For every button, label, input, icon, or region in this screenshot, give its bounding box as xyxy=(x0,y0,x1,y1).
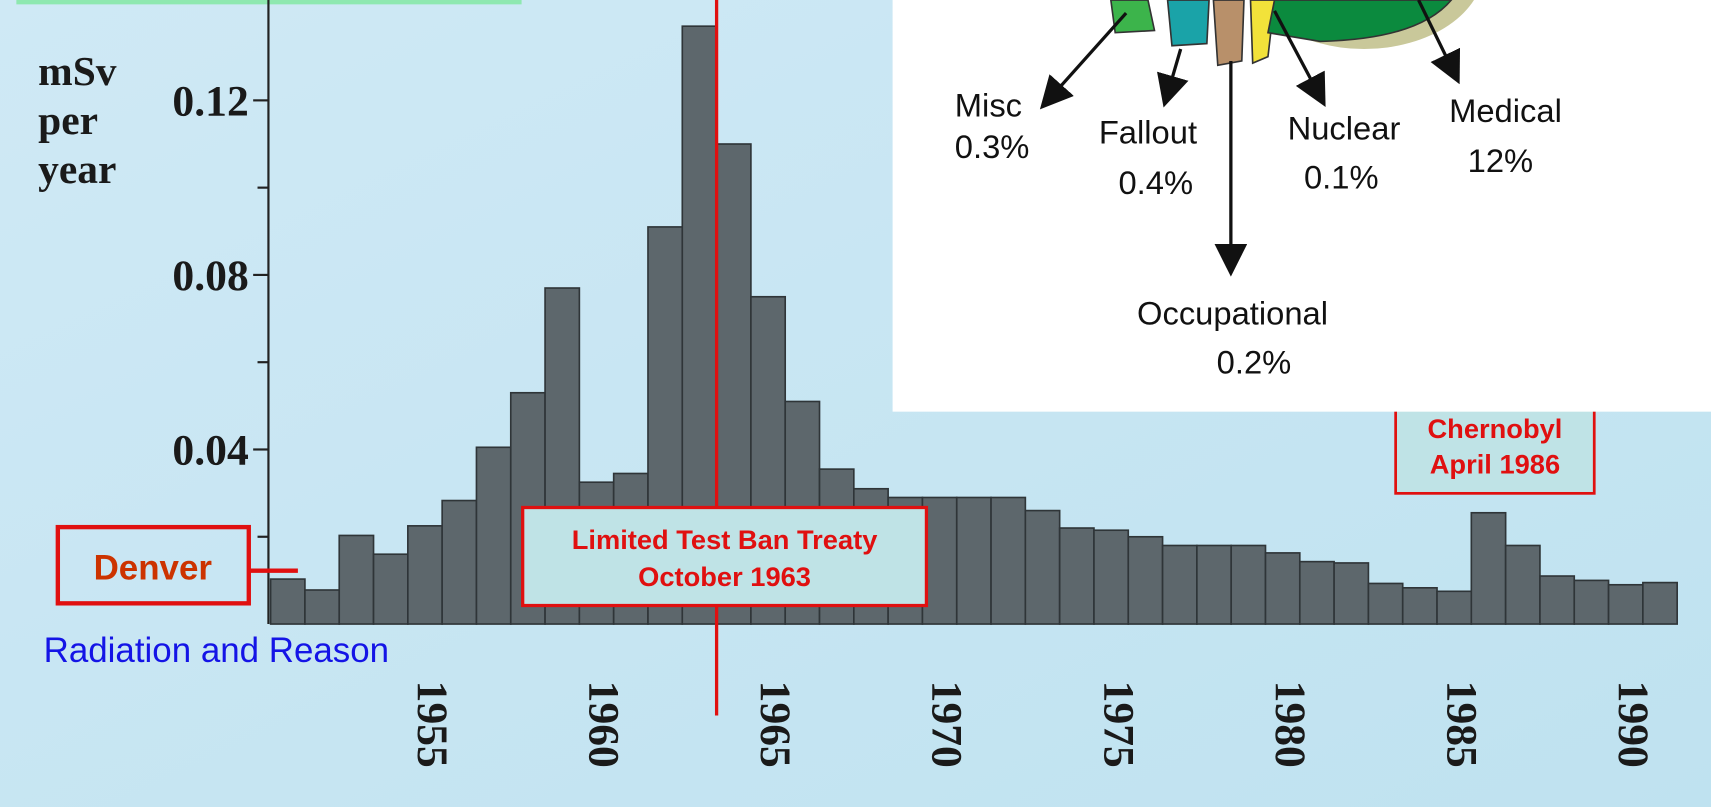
y-axis-label: mSv per year xyxy=(38,48,117,192)
pie-arrow xyxy=(1157,48,1189,108)
bar xyxy=(1539,575,1576,625)
pie-slice xyxy=(1110,0,1156,34)
bar xyxy=(1264,552,1301,625)
x-tick-label: 1955 xyxy=(408,681,456,768)
bar xyxy=(372,553,409,625)
annotation: Limited Test Ban Treaty October 1963 xyxy=(572,524,879,592)
bar xyxy=(1504,544,1541,625)
bar xyxy=(1127,535,1164,625)
annotation-box xyxy=(55,524,251,606)
histogram: 0.04 0.08 0.12 1955 1960 1965 1970 1975 1980 1985… xyxy=(38,0,1678,768)
bar xyxy=(1367,582,1404,625)
bar xyxy=(955,496,992,625)
annotation: Chernobyl April 1986 xyxy=(1428,413,1563,480)
bar xyxy=(304,589,341,625)
pie-value-label: 0.3% xyxy=(955,128,1030,165)
bar xyxy=(1436,590,1473,625)
pie-label: Nuclear xyxy=(1288,109,1401,146)
annotation-line: Chernobyl xyxy=(1428,413,1563,444)
pie-label: Fallout xyxy=(1099,114,1197,151)
source: Radiation and Reason xyxy=(44,631,389,670)
pie-chart: Misc 0.3% Fallout 0.4% Occupational 0.2% Nucle… xyxy=(955,0,1562,381)
bar xyxy=(475,446,512,625)
x-tick-label: 1990 xyxy=(1609,681,1657,768)
bar xyxy=(1024,509,1061,625)
bar xyxy=(1607,583,1644,625)
annotation-line: October 1963 xyxy=(638,561,811,592)
bar xyxy=(1230,544,1267,625)
bar xyxy=(990,496,1027,625)
pie-value-label: 12% xyxy=(1468,142,1534,179)
y-axis-label-line: per xyxy=(38,97,98,143)
bar xyxy=(1298,560,1335,625)
pie-slice xyxy=(1212,0,1245,67)
annotation-line: Denver xyxy=(94,548,213,587)
bar xyxy=(1401,586,1438,625)
bar xyxy=(269,578,306,625)
y-tick-label: 0.04 xyxy=(172,427,248,475)
annotation-box xyxy=(521,505,929,608)
pie-label: Misc xyxy=(955,87,1022,124)
pie-label: Occupational xyxy=(1137,295,1328,332)
bar xyxy=(1093,529,1130,625)
y-axis-label-line: mSv xyxy=(38,48,117,94)
x-tick-label: 1975 xyxy=(1094,681,1142,768)
pie-arrow xyxy=(1039,11,1128,110)
bar xyxy=(1573,579,1610,625)
pie-value-label: 0.4% xyxy=(1118,164,1193,201)
bar xyxy=(1470,511,1507,625)
annotation-line: Limited Test Ban Treaty xyxy=(572,524,879,555)
bar xyxy=(441,499,478,625)
pie-arrow xyxy=(1273,10,1326,108)
y-axis-label-line: year xyxy=(38,146,116,192)
bar xyxy=(407,525,443,625)
x-tick-label: 1980 xyxy=(1266,681,1314,768)
bar xyxy=(338,534,375,625)
x-tick-label: 1985 xyxy=(1437,681,1485,768)
bar xyxy=(1642,581,1678,625)
pie-inset xyxy=(892,0,1711,412)
x-tick-label: 1965 xyxy=(751,681,799,768)
pie-slice xyxy=(1166,0,1210,47)
x-tick-label: 1970 xyxy=(923,681,971,768)
y-tick-label: 0.12 xyxy=(172,78,248,126)
pie-value-label: 0.2% xyxy=(1217,344,1292,381)
bar xyxy=(1058,527,1095,625)
annotation: Denver xyxy=(94,548,213,587)
x-tick-label: 1960 xyxy=(580,681,628,768)
bar xyxy=(1196,544,1233,625)
pie-arrow xyxy=(1417,0,1461,85)
y-tick-label: 0.08 xyxy=(172,252,248,300)
pie-value-label: 0.1% xyxy=(1304,158,1379,195)
bar xyxy=(1333,562,1370,625)
pie-label: Medical xyxy=(1449,92,1562,129)
pie-slice xyxy=(1267,0,1453,43)
bar xyxy=(1161,544,1198,625)
pie-slice xyxy=(1249,0,1276,65)
annotation-line: April 1986 xyxy=(1430,449,1560,480)
